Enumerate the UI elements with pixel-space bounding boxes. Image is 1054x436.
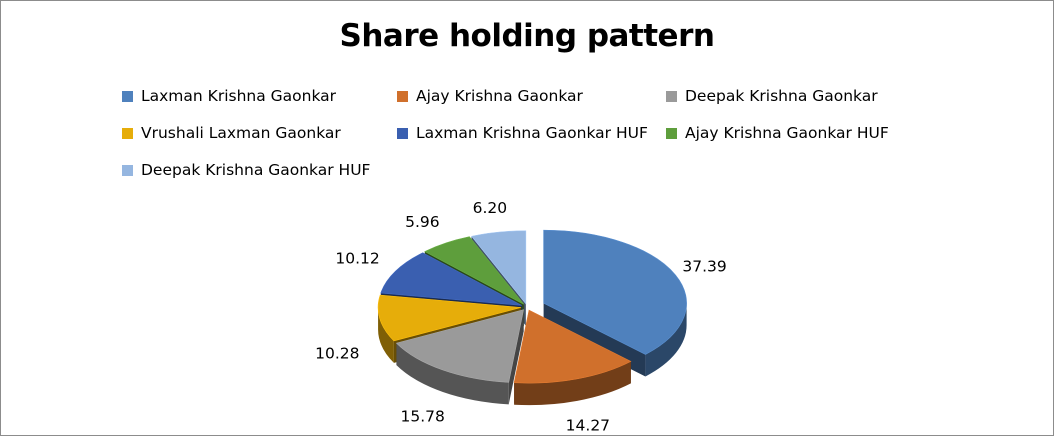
pie-slice	[395, 309, 525, 405]
slice-top	[513, 309, 632, 384]
slice-side	[645, 303, 687, 377]
data-label: 37.39	[682, 257, 726, 275]
legend-label: Vrushali Laxman Gaonkar	[141, 124, 341, 142]
legend-swatch	[397, 90, 408, 102]
slice-side	[378, 307, 394, 363]
legend-swatch	[397, 127, 408, 139]
slice-wall	[508, 309, 524, 405]
legend-item: Laxman Krishna Gaonkar	[122, 84, 336, 108]
data-label: 15.78	[400, 408, 444, 426]
pie-slice	[513, 309, 632, 406]
legend-label: Deepak Krishna Gaonkar	[685, 87, 878, 105]
slice-top	[470, 230, 527, 305]
data-label: 10.12	[335, 249, 379, 267]
slice-top	[395, 309, 525, 383]
slice-top	[424, 236, 524, 305]
legend-item: Deepak Krishna Gaonkar	[666, 84, 878, 108]
legend-item: Ajay Krishna Gaonkar	[397, 84, 583, 108]
legend-item: Laxman Krishna Gaonkar HUF	[397, 121, 648, 145]
slice-side	[396, 343, 509, 405]
legend-swatch	[666, 90, 677, 102]
legend-item: Deepak Krishna Gaonkar HUF	[122, 158, 370, 182]
data-label: 10.28	[315, 344, 359, 362]
data-label: 14.27	[566, 416, 610, 434]
legend-label: Deepak Krishna Gaonkar HUF	[141, 161, 371, 179]
legend-swatch	[666, 127, 677, 139]
legend-label: Ajay Krishna Gaonkar	[416, 87, 583, 105]
slice-top	[380, 252, 522, 306]
slice-side	[514, 361, 631, 406]
legend-item: Vrushali Laxman Gaonkar	[122, 121, 341, 145]
legend-item: Ajay Krishna Gaonkar HUF	[666, 121, 889, 145]
chart-title: Share holding pattern	[339, 18, 715, 54]
legend-swatch	[122, 127, 133, 139]
legend-label: Ajay Krishna Gaonkar HUF	[685, 124, 889, 142]
slice-top	[543, 229, 687, 355]
data-label: 5.96	[405, 213, 440, 231]
legend-label: Laxman Krishna Gaonkar	[141, 87, 337, 105]
legend-swatch	[122, 164, 133, 176]
legend-swatch	[122, 90, 133, 102]
data-label: 6.20	[473, 199, 508, 217]
slice-top	[377, 294, 522, 342]
legend-label: Laxman Krishna Gaonkar HUF	[416, 124, 648, 142]
